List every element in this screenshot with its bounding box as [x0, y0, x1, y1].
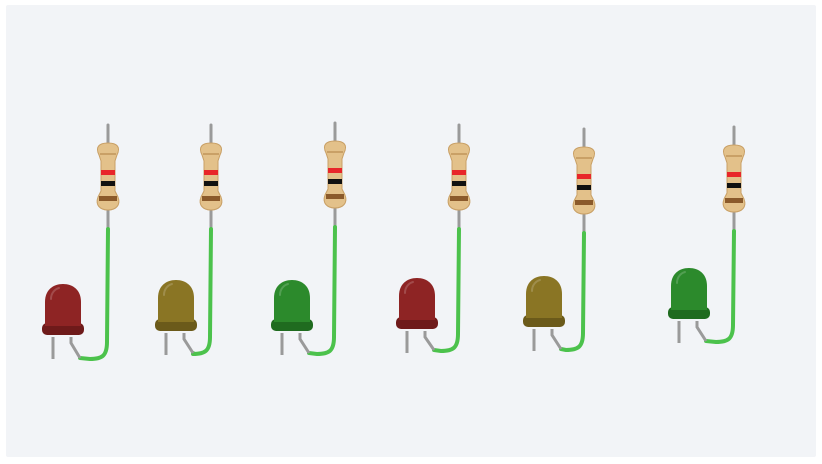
led-base: [158, 317, 194, 322]
resistor-body: [572, 146, 596, 215]
led-anode-lead: [298, 333, 311, 354]
led-base: [526, 313, 562, 318]
circuit-canvas[interactable]: [6, 5, 816, 457]
led-base: [399, 315, 435, 320]
resistor-band-1: [726, 155, 742, 157]
resistor-body: [96, 142, 120, 211]
led-dome-yellow: [158, 280, 194, 321]
led-base: [45, 321, 81, 326]
circuit-component-2[interactable]: [155, 123, 223, 356]
resistor-band-4: [326, 194, 344, 199]
led-highlight: [404, 281, 414, 294]
led-highlight: [163, 283, 173, 296]
resistor-band-2: [204, 170, 218, 175]
connection-wire: [78, 227, 110, 361]
resistor-band-1: [100, 153, 116, 155]
resistor-band-2: [452, 170, 466, 175]
led-anode-lead: [423, 331, 436, 351]
led-base: [671, 305, 707, 310]
resistor-band-4: [575, 200, 593, 205]
led-dome-yellow: [526, 276, 562, 317]
circuit-component-6[interactable]: [668, 125, 746, 344]
resistor-body: [199, 142, 223, 211]
led-dome-green: [274, 280, 310, 321]
led-dome-red: [399, 278, 435, 319]
resistor-band-4: [450, 196, 468, 201]
led-dome-red: [45, 284, 81, 325]
resistor-band-1: [203, 153, 219, 155]
led-highlight: [50, 287, 60, 300]
resistor-body: [323, 140, 347, 209]
resistor-band-2: [727, 172, 741, 177]
resistor-band-3: [577, 185, 591, 190]
connection-wire: [432, 227, 461, 353]
circuit-component-1[interactable]: [42, 123, 120, 361]
circuit-component-4[interactable]: [396, 123, 471, 353]
connection-wire: [191, 227, 213, 356]
resistor-band-4: [725, 198, 743, 203]
connection-wire: [704, 229, 736, 344]
circuit-component-5[interactable]: [523, 127, 596, 352]
led-base: [274, 317, 310, 322]
resistor-body: [722, 144, 746, 213]
resistor-band-3: [328, 179, 342, 184]
connection-wire: [559, 231, 586, 352]
led-anode-lead: [695, 321, 708, 342]
resistor-band-3: [452, 181, 466, 186]
led-dome-green: [671, 268, 707, 309]
resistor-body: [447, 142, 471, 211]
resistor-band-1: [576, 157, 592, 159]
led-highlight: [531, 279, 541, 292]
led-highlight: [676, 271, 686, 284]
resistor-band-3: [727, 183, 741, 188]
led-anode-lead: [182, 333, 195, 354]
led-highlight: [279, 283, 289, 296]
resistor-band-2: [328, 168, 342, 173]
led-anode-lead: [69, 337, 82, 359]
connection-wire: [307, 225, 337, 356]
resistor-band-1: [327, 151, 343, 153]
resistor-band-4: [202, 196, 220, 201]
resistor-band-4: [99, 196, 117, 201]
resistor-band-3: [204, 181, 218, 186]
led-anode-lead: [550, 329, 563, 350]
resistor-band-1: [451, 153, 467, 155]
resistor-band-3: [101, 181, 115, 186]
circuit-component-3[interactable]: [271, 121, 347, 356]
resistor-band-2: [577, 174, 591, 179]
resistor-band-2: [101, 170, 115, 175]
